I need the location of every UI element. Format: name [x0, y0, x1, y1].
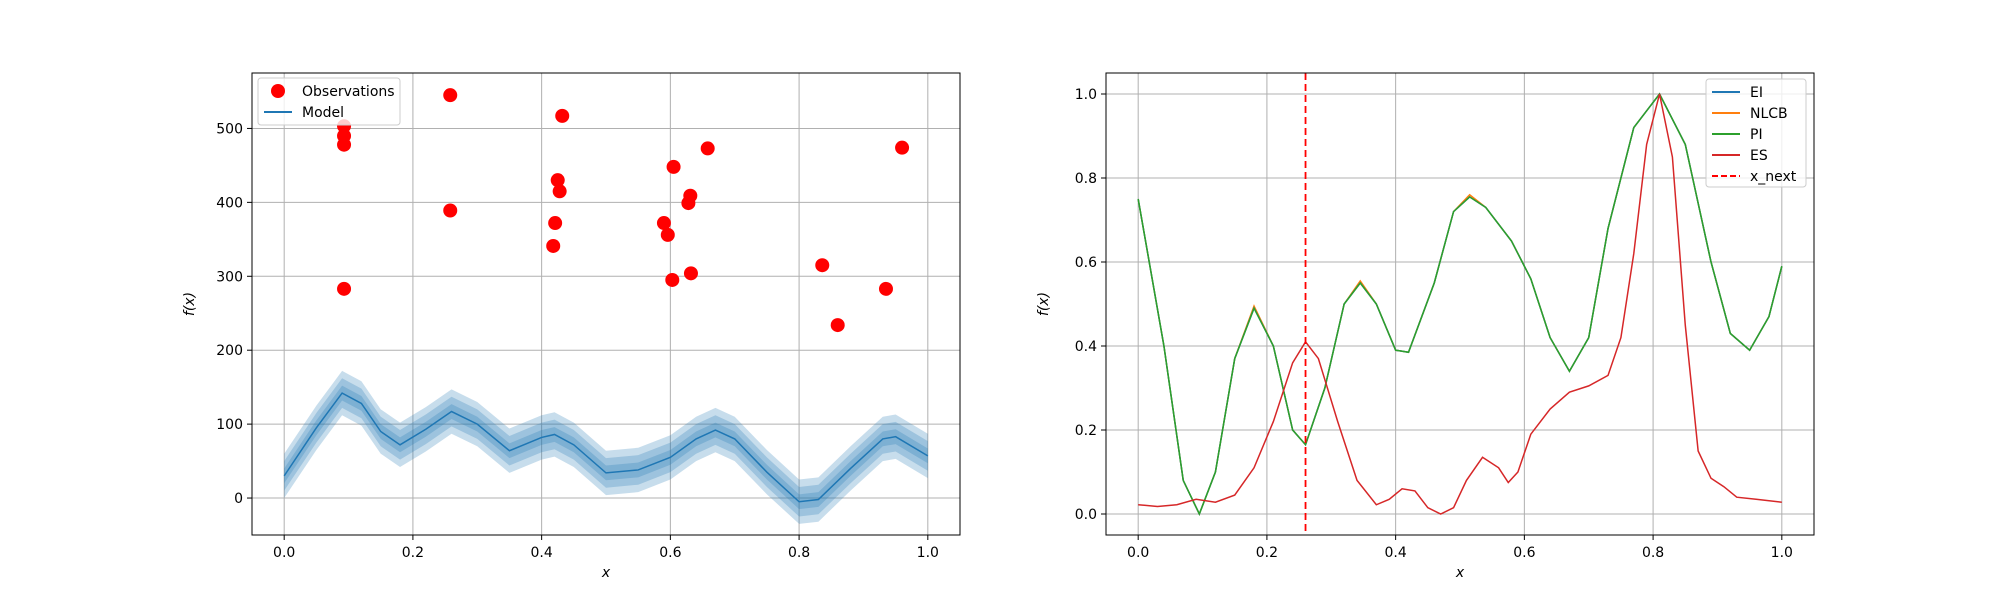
axes-frame: [1105, 72, 1815, 536]
legend-label-observations: Observations: [302, 84, 395, 100]
y-tick-label: 0.2: [1075, 423, 1097, 439]
observation-point: [666, 159, 681, 174]
legend-label-es: ES: [1750, 148, 1768, 164]
observation-point: [681, 196, 696, 211]
observation-point: [656, 216, 671, 231]
legend: EI NLCB PI ES x_next: [1705, 78, 1807, 188]
y-tick-label: 0.4: [1075, 339, 1097, 355]
model-uncertainty-band: [284, 370, 928, 524]
x-tick-label: 0.8: [1642, 545, 1664, 561]
model-mean-line: [283, 392, 929, 503]
observation-point: [683, 266, 698, 281]
series-line-es: [1138, 93, 1782, 515]
x-axis-label: x: [1455, 565, 1465, 581]
x-tick-label: 0.0: [273, 545, 295, 561]
legend-label-x-next: x_next: [1750, 169, 1797, 185]
y-tick-label: 0: [234, 491, 243, 507]
y-tick-label: 0.8: [1075, 171, 1097, 187]
x-axis-label: x: [601, 565, 611, 581]
observation-point: [700, 141, 715, 156]
observation-point: [830, 318, 845, 333]
x-tick-label: 0.0: [1127, 545, 1149, 561]
observation-point: [878, 281, 893, 296]
legend-label-nlcb: NLCB: [1750, 106, 1788, 122]
observation-point: [443, 203, 458, 218]
legend-box: [257, 77, 401, 126]
y-tick-label: 200: [216, 343, 243, 359]
x-tick-label: 0.2: [402, 545, 424, 561]
model-uncertainty-band: [284, 378, 928, 517]
observation-point: [546, 238, 561, 253]
x-tick-label: 1.0: [1771, 545, 1793, 561]
x-tick-label: 0.4: [531, 545, 553, 561]
observation-point: [443, 88, 458, 103]
legend-box: [1705, 78, 1807, 188]
observation-point: [548, 216, 563, 231]
legend-label-ei: EI: [1750, 85, 1763, 101]
y-tick-label: 1.0: [1075, 87, 1097, 103]
axes-frame: [251, 72, 961, 536]
y-tick-label: 500: [216, 121, 243, 137]
series-line-pi: [1137, 92, 1783, 516]
x-tick-label: 1.0: [917, 545, 939, 561]
right-panel-acquisition-plot: 0.0 0.2 0.4 0.6 0.8 1.0 0.0 0.2 0.4 0.6 0.8 1.0 x f(x…: [1036, 72, 1815, 581]
x-tick-label: 0.4: [1385, 545, 1407, 561]
observation-point: [337, 281, 352, 296]
y-tick-label: 400: [216, 195, 243, 211]
observation-point: [815, 258, 830, 273]
x-tick-label: 0.6: [1513, 545, 1535, 561]
y-axis-label: f(x): [1036, 292, 1052, 316]
x-tick-label: 0.6: [659, 545, 681, 561]
x-tick-label: 0.2: [1256, 545, 1278, 561]
observation-point: [552, 184, 567, 199]
y-tick-label: 0.0: [1075, 507, 1097, 523]
observation-point: [550, 173, 565, 188]
observation-point: [555, 108, 570, 123]
observation-point: [337, 137, 352, 152]
observation-point: [665, 272, 680, 287]
observation-point: [660, 227, 675, 242]
left-panel-model-plot: 0.0 0.2 0.4 0.6 0.8 1.0 0 100 200 300 400 500 x f(x) O…: [182, 72, 961, 581]
legend: Observations Model: [257, 77, 401, 126]
legend-label-model: Model: [302, 105, 344, 121]
y-tick-label: 100: [216, 417, 243, 433]
observation-point: [895, 140, 910, 155]
y-tick-label: 0.6: [1075, 255, 1097, 271]
legend-label-pi: PI: [1750, 127, 1763, 143]
y-tick-label: 300: [216, 269, 243, 285]
legend-marker-observations: [271, 84, 285, 98]
y-axis-label: f(x): [182, 292, 198, 316]
x-tick-label: 0.8: [788, 545, 810, 561]
